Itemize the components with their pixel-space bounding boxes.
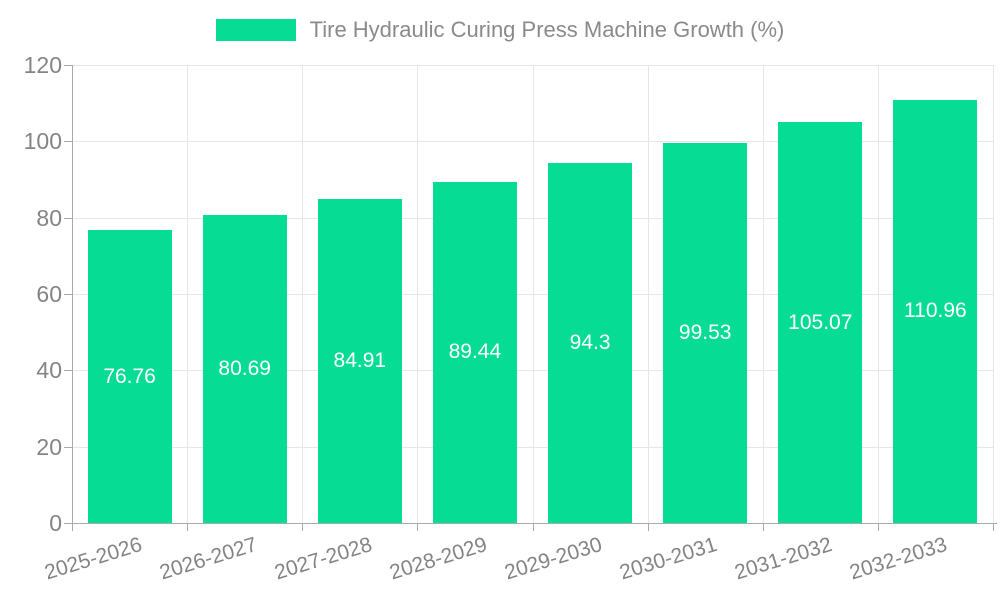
x-gridline [533,65,534,523]
y-axis-tick [64,523,72,524]
y-gridline [72,141,993,143]
y-axis-tick [64,446,72,448]
x-axis-tick [417,523,418,531]
y-axis-tick-label: 20 [36,433,62,460]
y-gridline [72,65,993,66]
x-axis-tick [533,523,534,531]
x-gridline [302,65,303,523]
bar[interactable] [202,215,287,523]
bar[interactable] [778,122,863,523]
bar[interactable] [663,143,748,523]
x-axis-tick [302,523,303,531]
y-axis-tick-label: 0 [49,510,62,536]
x-axis-tick [878,523,879,531]
legend-swatch-icon [215,19,296,41]
y-axis-tick-label: 120 [23,52,62,78]
bar[interactable] [432,181,517,523]
bar[interactable] [893,99,978,523]
y-axis-tick [64,65,72,66]
y-gridline [72,217,993,219]
y-axis-line [72,65,73,523]
x-gridline [763,65,764,523]
y-axis-tick-label: 60 [36,281,62,307]
y-axis-tick [64,294,72,295]
x-gridline [417,65,418,523]
x-gridline [878,65,879,523]
x-axis-tick [72,523,73,531]
bar[interactable] [548,163,633,523]
bar[interactable] [87,230,172,523]
x-gridline [187,65,188,523]
x-gridline [648,65,649,523]
y-gridline [72,370,993,372]
y-axis-tick-label: 80 [36,204,62,231]
bar[interactable] [317,198,402,523]
y-gridline [72,294,993,295]
x-axis-tick [993,523,994,531]
x-axis-tick [187,523,188,531]
x-axis-tick [648,523,649,531]
legend-label: Tire Hydraulic Curing Press Machine Grow… [309,17,785,42]
legend[interactable]: Tire Hydraulic Curing Press Machine Grow… [0,17,1000,43]
x-axis-tick [763,523,764,531]
y-axis-tick [64,217,72,219]
y-axis-tick-label: 100 [23,128,62,155]
x-gridline [993,65,994,523]
x-axis-line [72,523,997,524]
y-axis-tick [64,141,72,143]
y-axis-tick [64,370,72,372]
y-axis-tick-label: 40 [36,357,62,384]
y-gridline [72,446,993,448]
